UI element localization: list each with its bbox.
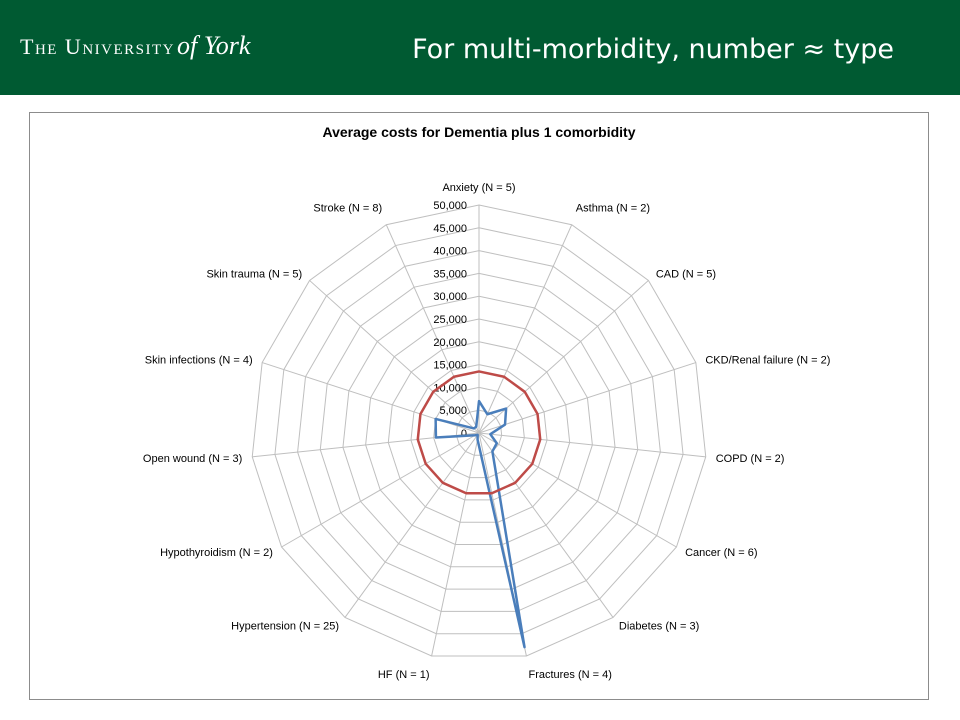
grid-spoke xyxy=(385,224,480,434)
axis-label: CAD (N = 5) xyxy=(656,269,716,281)
series-layer xyxy=(416,370,542,649)
axis-label: Skin infections (N = 4) xyxy=(145,354,253,366)
grid-ring xyxy=(274,227,684,635)
axis-label: Hypothyroidism (N = 2) xyxy=(160,547,273,559)
grid-spoke xyxy=(478,362,696,434)
logo-text-main: The University xyxy=(20,34,175,59)
tick-label: 40,000 xyxy=(433,246,467,258)
series-line-2 xyxy=(416,370,542,495)
slide-title: For multi-morbidity, number ≈ type xyxy=(412,34,894,65)
tick-label: 20,000 xyxy=(433,337,467,349)
university-logo: The University of York xyxy=(20,31,250,65)
series-line-1 xyxy=(434,399,526,649)
axis-label: Asthma (N = 2) xyxy=(576,203,650,215)
tick-label: 15,000 xyxy=(433,360,467,372)
grid-ring xyxy=(251,204,707,657)
grid-ring xyxy=(319,272,639,590)
grid-ring xyxy=(297,250,661,612)
tick-label: 25,000 xyxy=(433,314,467,326)
axis-label: HF (N = 1) xyxy=(378,669,430,681)
header-bar: The University of York For multi-morbidi… xyxy=(0,0,960,95)
grid-layer xyxy=(251,204,707,657)
axis-label: Fractures (N = 4) xyxy=(528,669,611,681)
grid-spoke xyxy=(478,224,573,434)
grid-ring xyxy=(342,295,616,568)
grid-spoke xyxy=(478,432,706,458)
radar-chart: Average costs for Dementia plus 1 comorb… xyxy=(143,124,830,681)
tick-label: 0 xyxy=(461,428,467,440)
tick-label: 35,000 xyxy=(433,268,467,280)
axis-label: Hypertension (N = 25) xyxy=(231,621,339,633)
chart-title: Average costs for Dementia plus 1 comorb… xyxy=(322,124,635,140)
grid-spoke xyxy=(309,280,480,434)
grid-spoke xyxy=(344,432,480,618)
axis-label: Anxiety (N = 5) xyxy=(442,182,515,194)
tick-label: 5,000 xyxy=(439,405,467,417)
tick-label: 30,000 xyxy=(433,291,467,303)
grid-spoke xyxy=(431,432,480,657)
axis-label: Open wound (N = 3) xyxy=(143,453,242,465)
grid-spoke xyxy=(478,280,649,434)
logo-text-italic: of York xyxy=(176,31,251,60)
axis-label: COPD (N = 2) xyxy=(716,453,785,465)
grid-spoke xyxy=(281,432,480,548)
axis-label: Stroke (N = 8) xyxy=(313,203,382,215)
tick-label: 50,000 xyxy=(433,200,467,212)
grid-spoke xyxy=(478,432,677,548)
grid-spoke xyxy=(478,432,614,618)
axis-label: CKD/Renal failure (N = 2) xyxy=(705,354,830,366)
grid-ring xyxy=(433,386,525,479)
axis-label-layer: Anxiety (N = 5) Asthma (N = 2) CAD (N = 5)… xyxy=(143,182,830,681)
axis-label: Diabetes (N = 3) xyxy=(619,621,699,633)
chart-frame: Average costs for Dementia plus 1 comorb… xyxy=(29,112,929,700)
axis-label: Skin trauma (N = 5) xyxy=(206,269,302,281)
grid-ring xyxy=(365,318,593,546)
tick-layer: 05,00010,00015,00020,00025,00030,00035,0… xyxy=(433,200,467,440)
grid-ring xyxy=(410,364,548,501)
tick-label: 45,000 xyxy=(433,223,467,235)
grid-ring xyxy=(387,341,571,523)
grid-ring xyxy=(455,409,503,456)
axis-label: Cancer (N = 6) xyxy=(685,547,757,559)
